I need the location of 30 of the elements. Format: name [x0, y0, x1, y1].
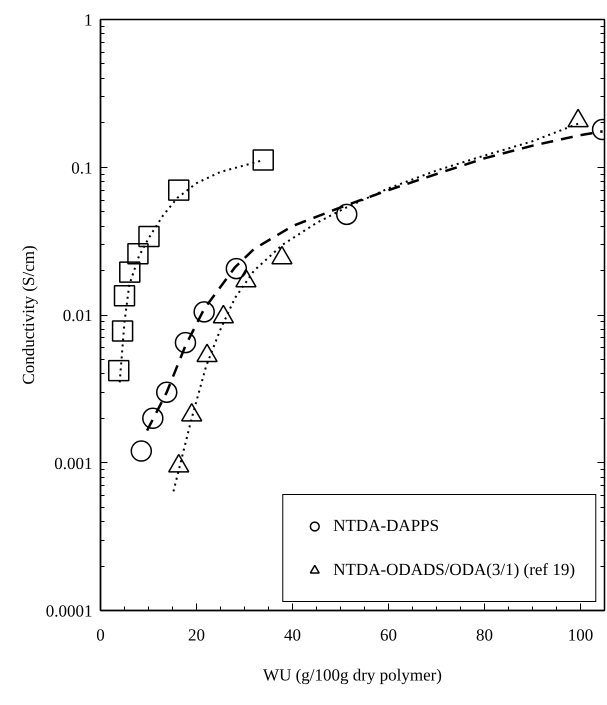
x-axis-title: WU (g/100g dry polymer) [263, 666, 442, 684]
point [226, 258, 248, 280]
point [168, 179, 190, 201]
point [130, 440, 152, 462]
x-tick-label: 60 [380, 626, 397, 644]
y-tick-label: 1 [84, 10, 92, 30]
point [112, 320, 134, 342]
point [156, 382, 178, 403]
x-tick-label: 40 [284, 626, 301, 644]
y-tick-label: 0.1 [71, 158, 92, 178]
point [114, 284, 136, 306]
point [252, 149, 274, 171]
x-tick-label: 20 [188, 626, 205, 644]
point [142, 408, 164, 430]
point [138, 226, 160, 248]
point [127, 242, 149, 264]
x-tick-label: 0 [96, 626, 105, 644]
point [108, 360, 130, 382]
y-tick-label: 0.0001 [46, 602, 92, 620]
point [336, 204, 358, 226]
legend-label: NTDA-ODADS/ODA(3/1) (ref 19) [333, 560, 575, 580]
point [174, 332, 196, 354]
x-tick-label: 100 [568, 626, 594, 644]
y-tick-label: 0.01 [62, 306, 92, 325]
legend-label: NTDA-DAPPS [333, 516, 440, 536]
point [119, 261, 141, 283]
point [193, 301, 215, 323]
y-axis-title: Conductivity (S/cm) [18, 245, 38, 385]
x-tick-label: 80 [476, 626, 493, 644]
y-tick-label: 0.001 [54, 454, 92, 473]
